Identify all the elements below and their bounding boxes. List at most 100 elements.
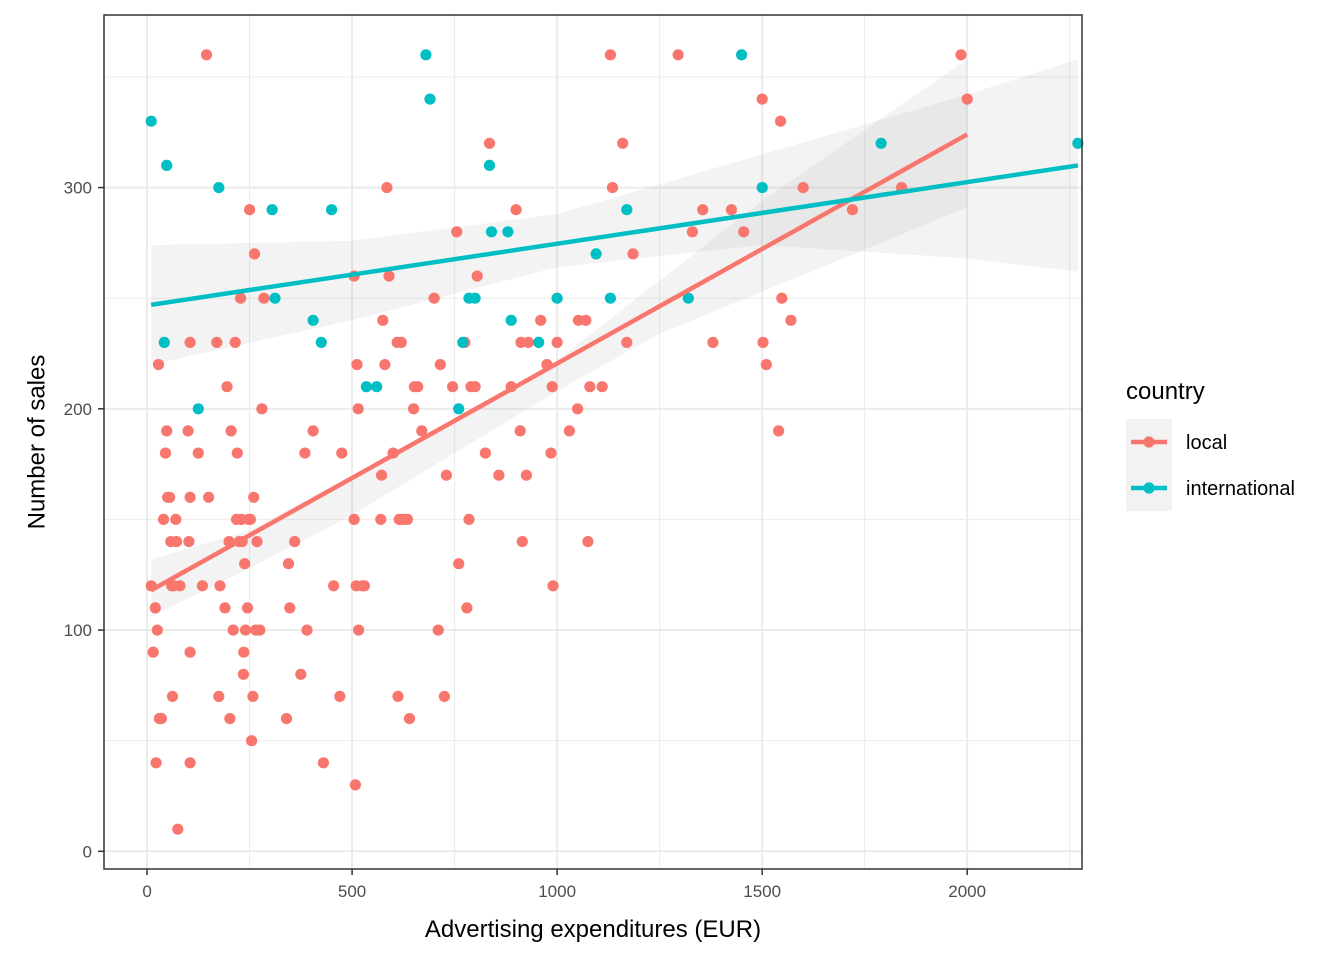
data-point-international: [360, 381, 372, 393]
data-point-local: [231, 447, 243, 459]
data-point-local: [237, 668, 249, 680]
regression-line-international: [150, 163, 1079, 308]
data-point-local: [155, 713, 167, 725]
data-point-local: [434, 359, 446, 371]
data-point-local: [596, 381, 608, 393]
data-point-local: [401, 513, 413, 526]
data-point-local: [493, 469, 505, 481]
data-point-local: [256, 403, 268, 415]
data-point-local: [239, 558, 251, 570]
data-point-local: [516, 536, 528, 548]
x-axis-title: Advertising expenditures (EUR): [425, 916, 761, 943]
data-point-local: [170, 513, 182, 526]
data-point-local: [408, 403, 420, 415]
data-point-local: [453, 558, 465, 570]
data-point-local: [551, 336, 563, 348]
data-point-local: [328, 580, 340, 592]
data-point-local: [392, 690, 404, 703]
data-point-local: [348, 513, 360, 526]
data-point-local: [244, 513, 256, 526]
data-point-local: [229, 336, 241, 348]
data-point-local: [725, 204, 738, 216]
data-point-local: [432, 624, 444, 636]
data-point-local: [471, 270, 483, 282]
data-point-local: [239, 624, 252, 636]
legend-label-local: local: [1186, 432, 1227, 454]
data-point-local: [172, 823, 184, 835]
y-axis-ticks: 0 100 200 300: [64, 179, 104, 861]
data-point-international: [551, 292, 563, 304]
data-point-local: [582, 536, 594, 548]
data-point-local: [738, 226, 750, 238]
data-point-local: [381, 182, 393, 194]
data-point-local: [203, 491, 215, 503]
data-point-international: [158, 336, 170, 348]
data-point-local: [797, 182, 809, 194]
data-point-local: [961, 93, 973, 105]
data-point-local: [227, 624, 239, 636]
data-point-international: [682, 292, 694, 304]
data-point-local: [317, 757, 329, 769]
data-point-international: [424, 93, 436, 105]
data-point-local: [580, 314, 592, 326]
data-point-local: [254, 624, 266, 636]
data-point-local: [235, 292, 247, 304]
data-point-local: [166, 690, 179, 703]
data-point-local: [773, 425, 785, 437]
y-tick-label: 200: [64, 400, 92, 419]
data-point-local: [412, 381, 424, 393]
data-point-local: [214, 580, 226, 592]
data-point-local: [171, 536, 183, 548]
data-point-local: [377, 314, 389, 326]
data-point-local: [563, 425, 576, 437]
data-point-local: [282, 558, 295, 570]
data-point-local: [192, 447, 204, 459]
x-tick-label: 2000: [948, 882, 986, 901]
legend-point-local: [1143, 436, 1155, 448]
data-point-local: [547, 580, 559, 592]
data-point-international: [505, 314, 517, 326]
data-point-local: [545, 447, 557, 459]
data-point-local: [383, 270, 395, 282]
data-point-local: [697, 204, 709, 216]
data-point-local: [438, 690, 450, 703]
data-point-local: [251, 536, 263, 548]
x-axis-ticks: 0 500 1000 1500 2000: [142, 869, 986, 901]
data-point-local: [514, 425, 526, 437]
data-point-international: [604, 292, 617, 304]
data-point-local: [428, 292, 440, 304]
data-point-local: [584, 381, 596, 393]
data-point-international: [269, 292, 281, 304]
data-point-international: [161, 159, 173, 171]
data-point-local: [284, 602, 296, 614]
data-point-local: [184, 646, 196, 658]
data-point-local: [248, 491, 260, 503]
data-point-local: [241, 602, 254, 614]
data-point-local: [184, 757, 196, 769]
data-points: [145, 49, 1084, 835]
data-point-local: [196, 580, 208, 592]
data-point-local: [225, 425, 237, 437]
data-point-international: [315, 336, 327, 348]
data-point-international: [502, 226, 514, 238]
data-point-local: [686, 226, 699, 238]
data-point-local: [224, 713, 236, 725]
data-point-local: [785, 314, 797, 326]
data-point-international: [756, 182, 768, 194]
data-point-local: [336, 447, 348, 459]
data-point-international: [875, 137, 887, 149]
data-point-local: [627, 248, 639, 260]
data-point-local: [846, 204, 859, 216]
data-point-local: [164, 491, 176, 503]
data-point-local: [775, 115, 787, 127]
data-point-local: [379, 359, 391, 371]
x-tick-label: 1000: [538, 882, 576, 901]
data-point-international: [266, 204, 278, 216]
data-point-local: [295, 668, 307, 680]
data-point-local: [375, 513, 387, 526]
data-point-local: [246, 735, 258, 747]
data-point-local: [358, 580, 370, 592]
regression-lines: [150, 132, 1079, 593]
regression-line-local: [150, 132, 969, 593]
data-point-local: [238, 646, 250, 658]
